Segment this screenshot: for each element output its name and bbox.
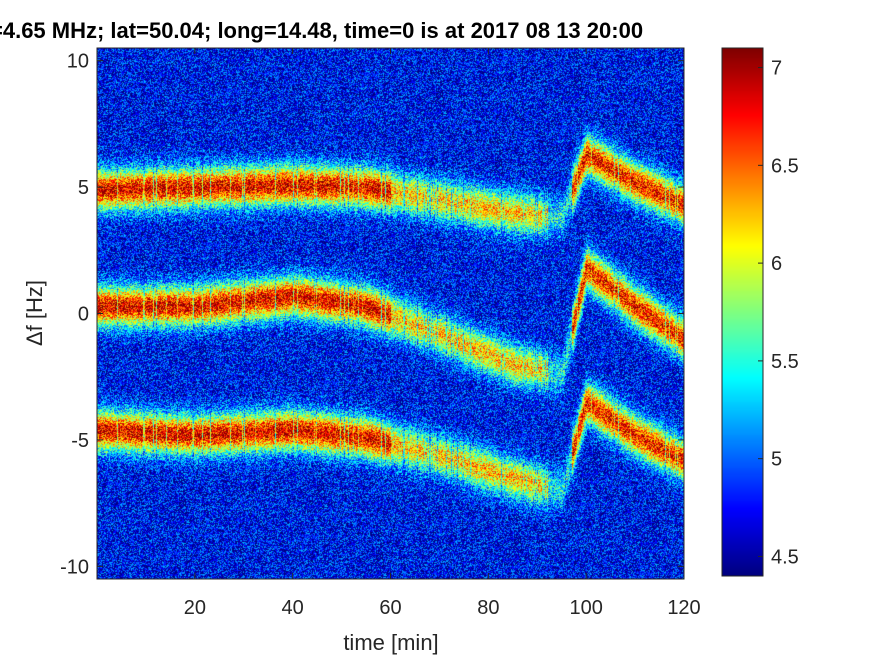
x-tick-label: 80: [477, 597, 499, 619]
colorbar-ticks: 4.5 5 5.5 6 6.5 7: [758, 58, 799, 568]
x-tick-label: 40: [282, 597, 304, 619]
x-tick-label: 100: [569, 597, 602, 619]
x-axis-label: time [min]: [343, 630, 438, 655]
colorbar-tick-label: 4.5: [771, 546, 799, 568]
colorbar-tick-label: 6: [771, 253, 782, 275]
colorbar-frame: [721, 47, 764, 577]
y-tick-label: 10: [67, 51, 89, 73]
colorbar: [722, 48, 763, 576]
y-axis-label: Δf [Hz]: [22, 280, 47, 346]
x-tick-label: 20: [184, 597, 206, 619]
y-tick-label: 5: [78, 177, 89, 199]
y-tick-label: 0: [78, 304, 89, 326]
chart-title: =4.65 MHz; lat=50.04; long=14.48, time=0…: [0, 18, 644, 43]
colorbar-tick-label: 5: [771, 449, 782, 471]
y-tick-label: -5: [71, 430, 89, 452]
y-tick-label: -10: [60, 556, 89, 578]
y-axis-ticks: -10 -5 0 5 10: [60, 51, 684, 578]
colorbar-tick-label: 5.5: [771, 351, 799, 373]
heatmap-image: [97, 48, 684, 579]
x-tick-label: 60: [379, 597, 401, 619]
colorbar-tick-label: 7: [771, 58, 782, 80]
colorbar-tick-label: 6.5: [771, 155, 799, 177]
x-tick-label: 120: [667, 597, 700, 619]
x-axis-ticks: 20 40 60 80 100 120: [184, 48, 701, 619]
